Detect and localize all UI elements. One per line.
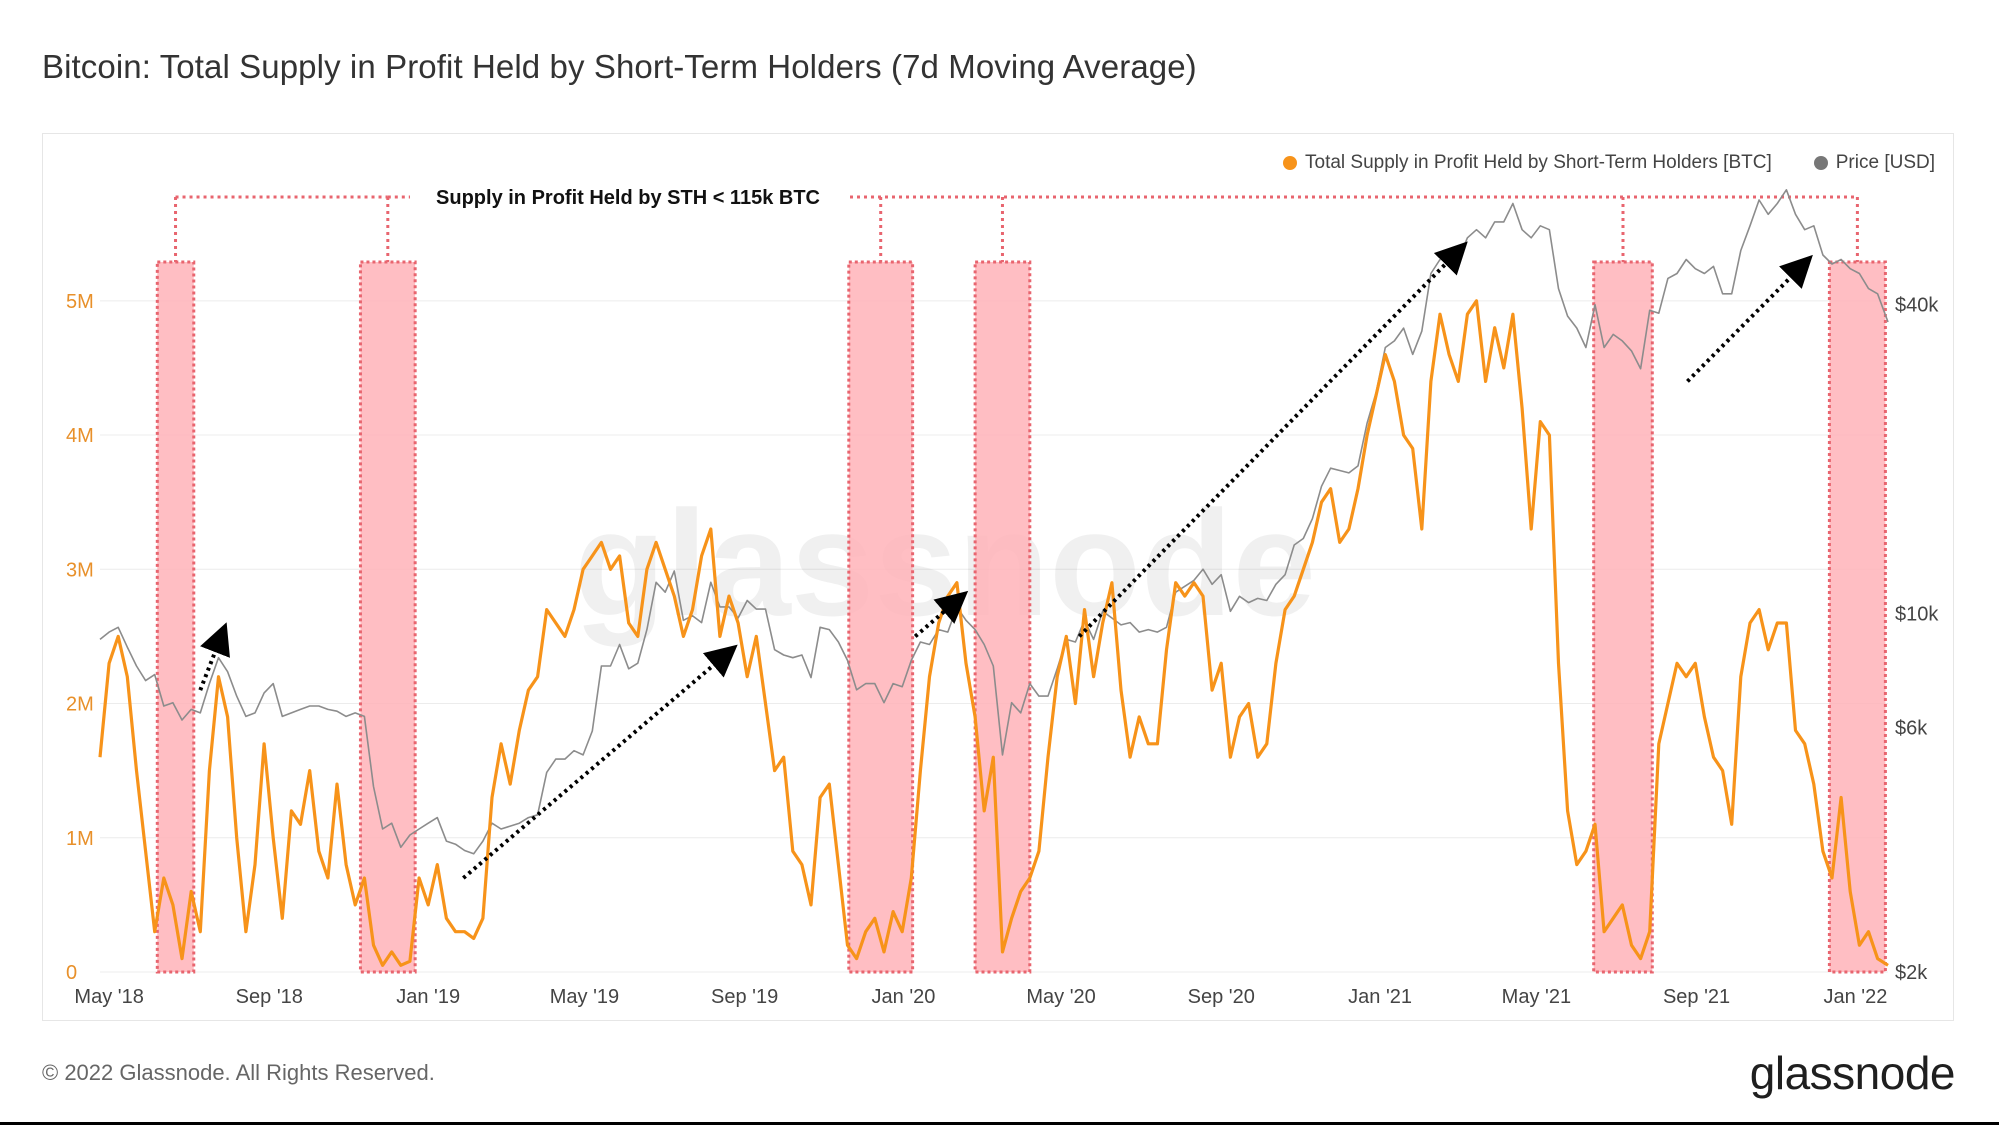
x-tick-label: Jan '22 <box>1824 986 1888 1008</box>
highlight-band <box>847 260 915 974</box>
legend-swatch-price <box>1813 156 1828 170</box>
highlight-band <box>973 260 1032 974</box>
y-right-tick-label: $6k <box>1895 717 1928 739</box>
x-tick-label: Sep '18 <box>236 986 303 1008</box>
legend-swatch-supply <box>1283 156 1298 170</box>
supply-series-line <box>98 299 1889 967</box>
y-right-tick-label: $2k <box>1895 962 1928 984</box>
legend-label-supply: Total Supply in Profit Held by Short-Ter… <box>1305 152 1772 173</box>
highlight-band <box>155 260 196 974</box>
y-left-tick-label: 5M <box>66 291 94 313</box>
x-tick-label: Jan '21 <box>1348 986 1412 1008</box>
price-series-line <box>99 189 1889 855</box>
legend: Total Supply in Profit Held by Short-Ter… <box>1283 152 1935 174</box>
copyright-text: © 2022 Glassnode. All Rights Reserved. <box>42 1060 435 1085</box>
highlight-band <box>1827 260 1887 974</box>
x-tick-label: May '19 <box>550 986 619 1008</box>
bottom-rule <box>0 1122 1999 1125</box>
trend-arrow <box>1686 254 1813 383</box>
x-tick-label: Sep '21 <box>1663 986 1730 1008</box>
y-left-tick-label: 2M <box>66 694 94 716</box>
highlight-band <box>358 260 417 974</box>
y-left-tick-label: 4M <box>66 425 94 447</box>
y-left-tick-label: 1M <box>66 828 94 850</box>
legend-item-supply[interactable]: Total Supply in Profit Held by Short-Ter… <box>1283 152 1772 174</box>
brand-logo-text[interactable]: glassnode <box>1749 1047 1956 1099</box>
trend-arrow <box>913 590 969 638</box>
trend-arrow <box>1077 241 1468 638</box>
y-left-tick-label: 0 <box>66 962 77 984</box>
x-tick-label: May '20 <box>1026 986 1095 1008</box>
y-right-tick-label: $10k <box>1895 603 1939 625</box>
highlight-band <box>1592 260 1654 974</box>
x-tick-label: Jan '20 <box>872 986 936 1008</box>
legend-label-price: Price [USD] <box>1835 152 1935 173</box>
y-right-tick-label: $40k <box>1895 295 1939 317</box>
trend-arrow <box>462 644 738 880</box>
x-tick-label: Sep '19 <box>711 986 778 1008</box>
x-tick-label: Jan '19 <box>396 986 460 1008</box>
chart-frame <box>42 133 1954 1021</box>
x-tick-label: Sep '20 <box>1188 986 1255 1008</box>
legend-item-price[interactable]: Price [USD] <box>1813 152 1935 174</box>
callout-label: Supply in Profit Held by STH < 115k BTC <box>436 187 820 209</box>
x-tick-label: May '18 <box>74 986 143 1008</box>
chart-title: Bitcoin: Total Supply in Profit Held by … <box>42 48 1197 85</box>
x-tick-label: May '21 <box>1502 986 1571 1008</box>
y-left-tick-label: 3M <box>66 559 94 581</box>
